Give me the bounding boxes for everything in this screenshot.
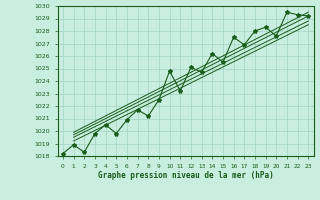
X-axis label: Graphe pression niveau de la mer (hPa): Graphe pression niveau de la mer (hPa) bbox=[98, 171, 274, 180]
